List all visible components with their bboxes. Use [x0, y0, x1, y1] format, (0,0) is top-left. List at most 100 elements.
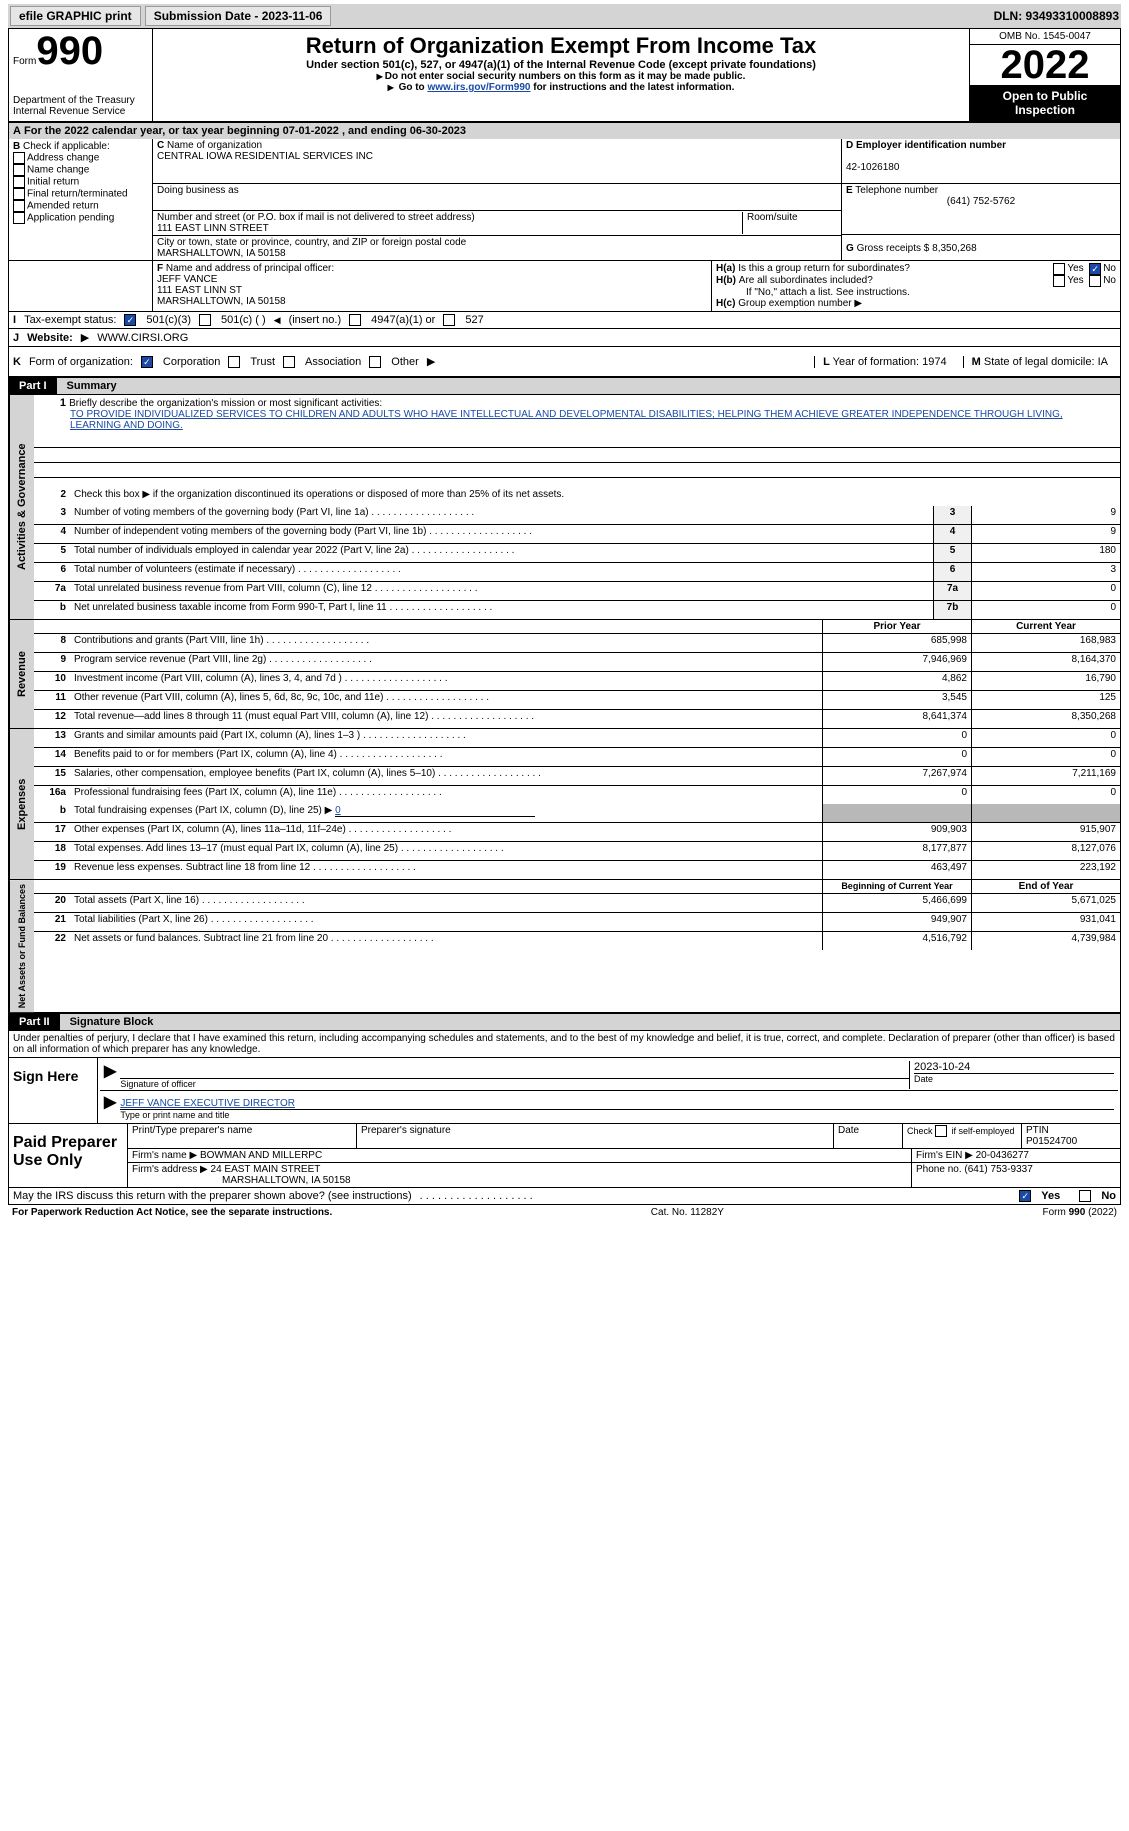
row-label: Professional fundraising fees (Part IX, …	[70, 786, 822, 804]
527-cb[interactable]	[443, 314, 455, 326]
tax-status-label: Tax-exempt status:	[24, 314, 116, 326]
corp-label: Corporation	[163, 356, 220, 368]
app-pending-cb[interactable]	[13, 212, 25, 224]
row-val: 180	[971, 544, 1120, 562]
prep-name-label: Print/Type preparer's name	[128, 1124, 357, 1148]
4947-cb[interactable]	[349, 314, 361, 326]
row-label: Net unrelated business taxable income fr…	[70, 601, 933, 619]
row-label: Grants and similar amounts paid (Part IX…	[70, 729, 822, 747]
501c3-label: 501(c)(3)	[146, 314, 191, 326]
row-box: 7b	[933, 601, 971, 619]
501c-cb[interactable]	[199, 314, 211, 326]
row-current: 915,907	[971, 823, 1120, 841]
self-emp-cb[interactable]	[935, 1125, 947, 1137]
firm-phone-val: (641) 753-9337	[964, 1164, 1032, 1175]
assoc-cb[interactable]	[283, 356, 295, 368]
part2-header: Part II Signature Block	[8, 1013, 1121, 1031]
row-prior: 4,862	[822, 672, 971, 690]
row-label: Benefits paid to or for members (Part IX…	[70, 748, 822, 766]
room-label: Room/suite	[742, 212, 837, 234]
501c3-cb[interactable]: ✓	[124, 314, 136, 326]
submission-btn[interactable]: Submission Date - 2023-11-06	[145, 6, 332, 26]
firm-ein-val: 20-0436277	[976, 1150, 1029, 1161]
arrow-icon: ▶	[104, 1092, 120, 1120]
row-num: 17	[34, 823, 70, 841]
city-val: MARSHALLTOWN, IA 50158	[157, 248, 286, 259]
row-prior: 8,641,374	[822, 710, 971, 728]
firm-phone-label: Phone no.	[916, 1164, 962, 1175]
hb-no-cb[interactable]	[1089, 275, 1101, 287]
row-prior: 7,267,974	[822, 767, 971, 785]
end-year-hdr: End of Year	[971, 880, 1120, 893]
row-num: 5	[34, 544, 70, 562]
row-prior: 3,545	[822, 691, 971, 709]
name-change-cb[interactable]	[13, 164, 25, 176]
state-val: IA	[1098, 356, 1108, 368]
signer-name: JEFF VANCE EXECUTIVE DIRECTOR	[120, 1098, 1114, 1109]
row-current: 0	[971, 786, 1120, 804]
sign-here-label: Sign Here	[9, 1058, 98, 1123]
perjury-text: Under penalties of perjury, I declare th…	[8, 1031, 1121, 1058]
row-current: 5,671,025	[971, 894, 1120, 912]
501c-label: 501(c) ( )	[221, 314, 266, 326]
ha-label: Is this a group return for subordinates?	[738, 263, 1053, 275]
discuss-yes-cb[interactable]: ✓	[1019, 1190, 1031, 1202]
ptin-label: PTIN	[1026, 1125, 1049, 1136]
final-return-cb[interactable]	[13, 188, 25, 200]
row-label: Total revenue—add lines 8 through 11 (mu…	[70, 710, 822, 728]
street-label: Number and street (or P.O. box if mail i…	[157, 212, 475, 223]
row-label: Total expenses. Add lines 13–17 (must eq…	[70, 842, 822, 860]
row-label: Other revenue (Part VIII, column (A), li…	[70, 691, 822, 709]
row-current: 7,211,169	[971, 767, 1120, 785]
corp-cb[interactable]: ✓	[141, 356, 153, 368]
toolbar: efile GRAPHIC print Submission Date - 20…	[8, 4, 1121, 28]
row-label: Program service revenue (Part VIII, line…	[70, 653, 822, 671]
hb-yes-cb[interactable]	[1053, 275, 1065, 287]
amended-cb[interactable]	[13, 200, 25, 212]
row-label: Contributions and grants (Part VIII, lin…	[70, 634, 822, 652]
part1-header: Part I Summary	[8, 377, 1121, 395]
ha-yes-cb[interactable]	[1053, 263, 1065, 275]
irs-link[interactable]: www.irs.gov/Form990	[427, 82, 530, 93]
row-num: 20	[34, 894, 70, 912]
firm-name-label: Firm's name ▶	[132, 1150, 197, 1161]
dba-label: Doing business as	[157, 185, 239, 196]
row-num: 10	[34, 672, 70, 690]
section-revenue: Revenue	[9, 620, 34, 728]
row-current: 223,192	[971, 861, 1120, 879]
section-net: Net Assets or Fund Balances	[9, 880, 34, 1012]
firm-ein-label: Firm's EIN ▶	[916, 1150, 973, 1161]
row-prior: 463,497	[822, 861, 971, 879]
other-cb[interactable]	[369, 356, 381, 368]
self-emp-label: Check if self-employed	[907, 1126, 1015, 1136]
footer-center: Cat. No. 11282Y	[651, 1207, 724, 1218]
row-label: Total number of individuals employed in …	[70, 544, 933, 562]
org-name: CENTRAL IOWA RESIDENTIAL SERVICES INC	[157, 151, 373, 162]
ha-no-cb[interactable]: ✓	[1089, 263, 1101, 275]
row-num: 7a	[34, 582, 70, 600]
state-label: State of legal domicile:	[984, 356, 1095, 368]
discuss-no-cb[interactable]	[1079, 1190, 1091, 1202]
row-label: Investment income (Part VIII, column (A)…	[70, 672, 822, 690]
officer-name: JEFF VANCE	[157, 274, 217, 285]
sig-officer-label: Signature of officer	[120, 1078, 909, 1089]
row-val: 0	[971, 582, 1120, 600]
year-form-label: Year of formation:	[833, 356, 919, 368]
row-current: 931,041	[971, 913, 1120, 931]
website-val: WWW.CIRSI.ORG	[97, 332, 188, 344]
row-label: Other expenses (Part IX, column (A), lin…	[70, 823, 822, 841]
begin-year-hdr: Beginning of Current Year	[822, 880, 971, 893]
row-label: Revenue less expenses. Subtract line 18 …	[70, 861, 822, 879]
trust-cb[interactable]	[228, 356, 240, 368]
hb-label: Are all subordinates included?	[739, 275, 1054, 287]
row-prior: 7,946,969	[822, 653, 971, 671]
addr-change-cb[interactable]	[13, 152, 25, 164]
initial-return-cb[interactable]	[13, 176, 25, 188]
row-box: 5	[933, 544, 971, 562]
row-label: Salaries, other compensation, employee b…	[70, 767, 822, 785]
insert-no-label: (insert no.)	[289, 314, 342, 326]
efile-btn[interactable]: efile GRAPHIC print	[10, 6, 141, 26]
row-num: 11	[34, 691, 70, 709]
instr2-post: for instructions and the latest informat…	[533, 82, 734, 93]
addr-change-label: Address change	[27, 153, 99, 164]
